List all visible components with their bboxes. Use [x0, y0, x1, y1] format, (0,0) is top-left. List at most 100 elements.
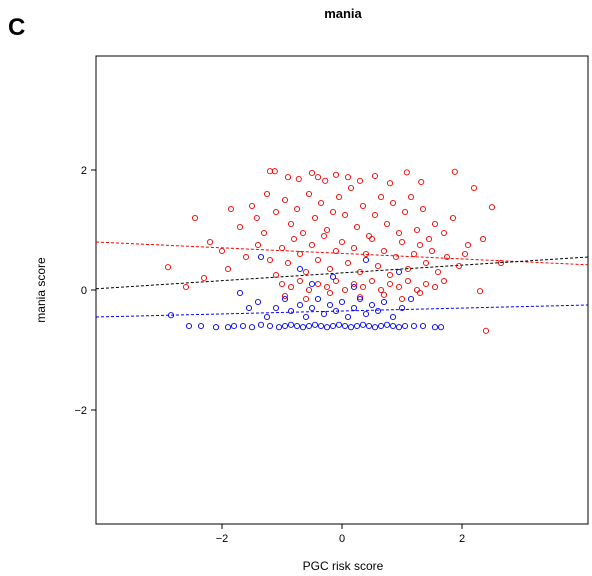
- point-red: [377, 193, 385, 201]
- point-red: [389, 199, 397, 207]
- x-tick-label: 2: [459, 533, 465, 545]
- point-blue: [257, 253, 265, 261]
- x-tick-label: 0: [339, 533, 345, 545]
- point-blue: [371, 324, 379, 331]
- point-red: [242, 253, 250, 261]
- point-red: [356, 177, 364, 184]
- point-blue: [254, 298, 262, 306]
- point-blue: [362, 310, 370, 318]
- point-red: [272, 271, 280, 279]
- point-blue: [347, 324, 355, 331]
- y-axis-label: mania score: [34, 257, 48, 323]
- point-red: [476, 288, 484, 295]
- point-red: [404, 277, 412, 285]
- fit-line-blue: [95, 304, 589, 318]
- point-red: [302, 268, 310, 276]
- fit-lines-group: [95, 241, 589, 318]
- point-red: [254, 241, 262, 249]
- point-blue: [281, 322, 289, 330]
- point-red: [407, 193, 415, 201]
- points-group: [164, 168, 505, 334]
- point-red: [320, 232, 328, 240]
- point-blue: [224, 324, 232, 331]
- x-axis-ticks: −2 0 2: [216, 524, 465, 545]
- point-blue: [431, 324, 439, 331]
- point-red: [461, 250, 469, 258]
- point-red: [311, 214, 319, 222]
- point-red: [224, 265, 232, 273]
- point-red: [386, 280, 394, 288]
- point-red: [284, 174, 292, 181]
- point-red: [419, 205, 427, 213]
- point-red: [383, 220, 391, 228]
- point-red: [403, 169, 410, 176]
- point-red: [329, 208, 337, 216]
- point-red: [368, 277, 376, 285]
- point-red: [422, 280, 430, 288]
- point-blue: [263, 313, 271, 321]
- point-blue: [389, 313, 397, 321]
- point-red: [260, 229, 268, 237]
- point-blue: [407, 295, 415, 303]
- point-red: [488, 204, 496, 211]
- point-red: [356, 294, 364, 301]
- point-red: [326, 265, 334, 273]
- point-red: [323, 283, 331, 291]
- point-blue: [398, 304, 406, 312]
- point-blue: [353, 322, 361, 330]
- point-red: [272, 208, 280, 216]
- point-blue: [311, 321, 319, 328]
- point-red: [368, 235, 376, 243]
- point-blue: [236, 289, 244, 297]
- point-red: [440, 277, 448, 285]
- point-red: [266, 256, 274, 264]
- point-red: [322, 177, 329, 184]
- point-blue: [317, 322, 325, 330]
- point-red: [380, 291, 388, 298]
- point-red: [191, 214, 199, 222]
- point-blue: [401, 322, 409, 330]
- point-blue: [308, 280, 316, 288]
- point-blue: [338, 298, 346, 306]
- point-red: [293, 205, 301, 213]
- point-red: [263, 190, 271, 198]
- point-blue: [248, 324, 256, 331]
- point-red: [278, 280, 286, 288]
- point-red: [326, 289, 334, 297]
- point-red: [431, 220, 439, 228]
- point-red: [248, 202, 256, 210]
- point-red: [356, 268, 364, 276]
- y-axis-ticks: −2 0 2: [74, 165, 96, 417]
- point-red: [296, 250, 304, 258]
- point-blue: [266, 322, 274, 330]
- point-red: [416, 289, 424, 297]
- point-red: [398, 295, 406, 303]
- point-red: [341, 286, 349, 294]
- point-red: [497, 259, 505, 267]
- point-red: [365, 232, 373, 240]
- point-blue: [374, 307, 382, 315]
- point-blue: [329, 273, 337, 280]
- point-red: [413, 286, 421, 294]
- fit-line-red: [95, 241, 589, 266]
- point-blue: [272, 304, 280, 312]
- point-red: [308, 241, 316, 249]
- point-red: [332, 247, 340, 255]
- fit-line-black: [95, 256, 589, 290]
- y-tick-label: 0: [81, 285, 87, 297]
- point-blue: [395, 324, 403, 331]
- point-red: [305, 286, 313, 294]
- point-blue: [377, 322, 385, 330]
- point-blue: [350, 304, 358, 312]
- point-red: [323, 226, 331, 234]
- point-red: [416, 241, 424, 249]
- y-tick-label: 2: [81, 165, 87, 177]
- point-blue: [335, 321, 343, 328]
- point-blue: [245, 304, 253, 312]
- point-blue: [305, 322, 313, 330]
- point-red: [338, 238, 346, 246]
- point-red: [362, 250, 370, 258]
- point-red: [431, 283, 439, 291]
- point-red: [413, 226, 421, 234]
- point-red: [341, 211, 349, 219]
